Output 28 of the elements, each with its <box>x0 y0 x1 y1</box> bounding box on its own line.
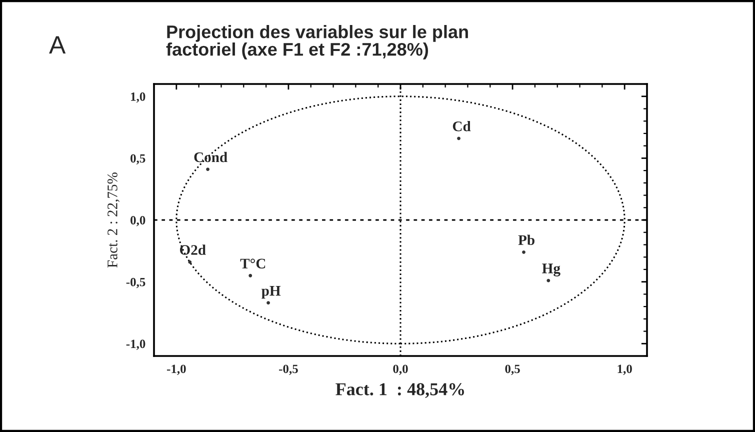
annotation: Pb <box>518 234 534 246</box>
annotation: Cd <box>452 121 471 132</box>
y-tick-label: -1,0 <box>126 340 146 350</box>
point <box>522 250 526 254</box>
annotation: T°C <box>240 258 266 269</box>
point <box>248 274 252 278</box>
x-tick-label: -1,0 <box>166 364 186 375</box>
x-axis-title: Fact. 1 : 48,54% <box>336 383 464 398</box>
x-tick-label: 0,5 <box>505 364 520 375</box>
point <box>188 260 192 264</box>
y-tick-label: 0,0 <box>130 216 146 226</box>
x-tick-label: 0,0 <box>393 364 408 375</box>
point <box>546 278 550 282</box>
text: A <box>49 36 66 54</box>
point <box>457 136 460 140</box>
y-tick-label: 1,0 <box>131 92 146 103</box>
y-axis-title: Fact. 2 : 22,75% <box>108 172 120 268</box>
x-tick-label: -0,5 <box>279 364 298 375</box>
y-tick-label: 0,5 <box>130 154 146 164</box>
annotation: O2d <box>180 244 206 255</box>
y-tick-label: -0,5 <box>126 278 146 288</box>
annotation: Cond <box>194 152 228 162</box>
chart-title: Projection des variables sur le plan factoriel (axe F1 et F2 :71,28%) <box>166 25 468 60</box>
point <box>206 168 210 172</box>
x-tick-label: 1,0 <box>618 364 632 375</box>
annotation: pH <box>262 286 281 299</box>
point <box>266 301 270 305</box>
annotation: Hg <box>542 264 560 276</box>
